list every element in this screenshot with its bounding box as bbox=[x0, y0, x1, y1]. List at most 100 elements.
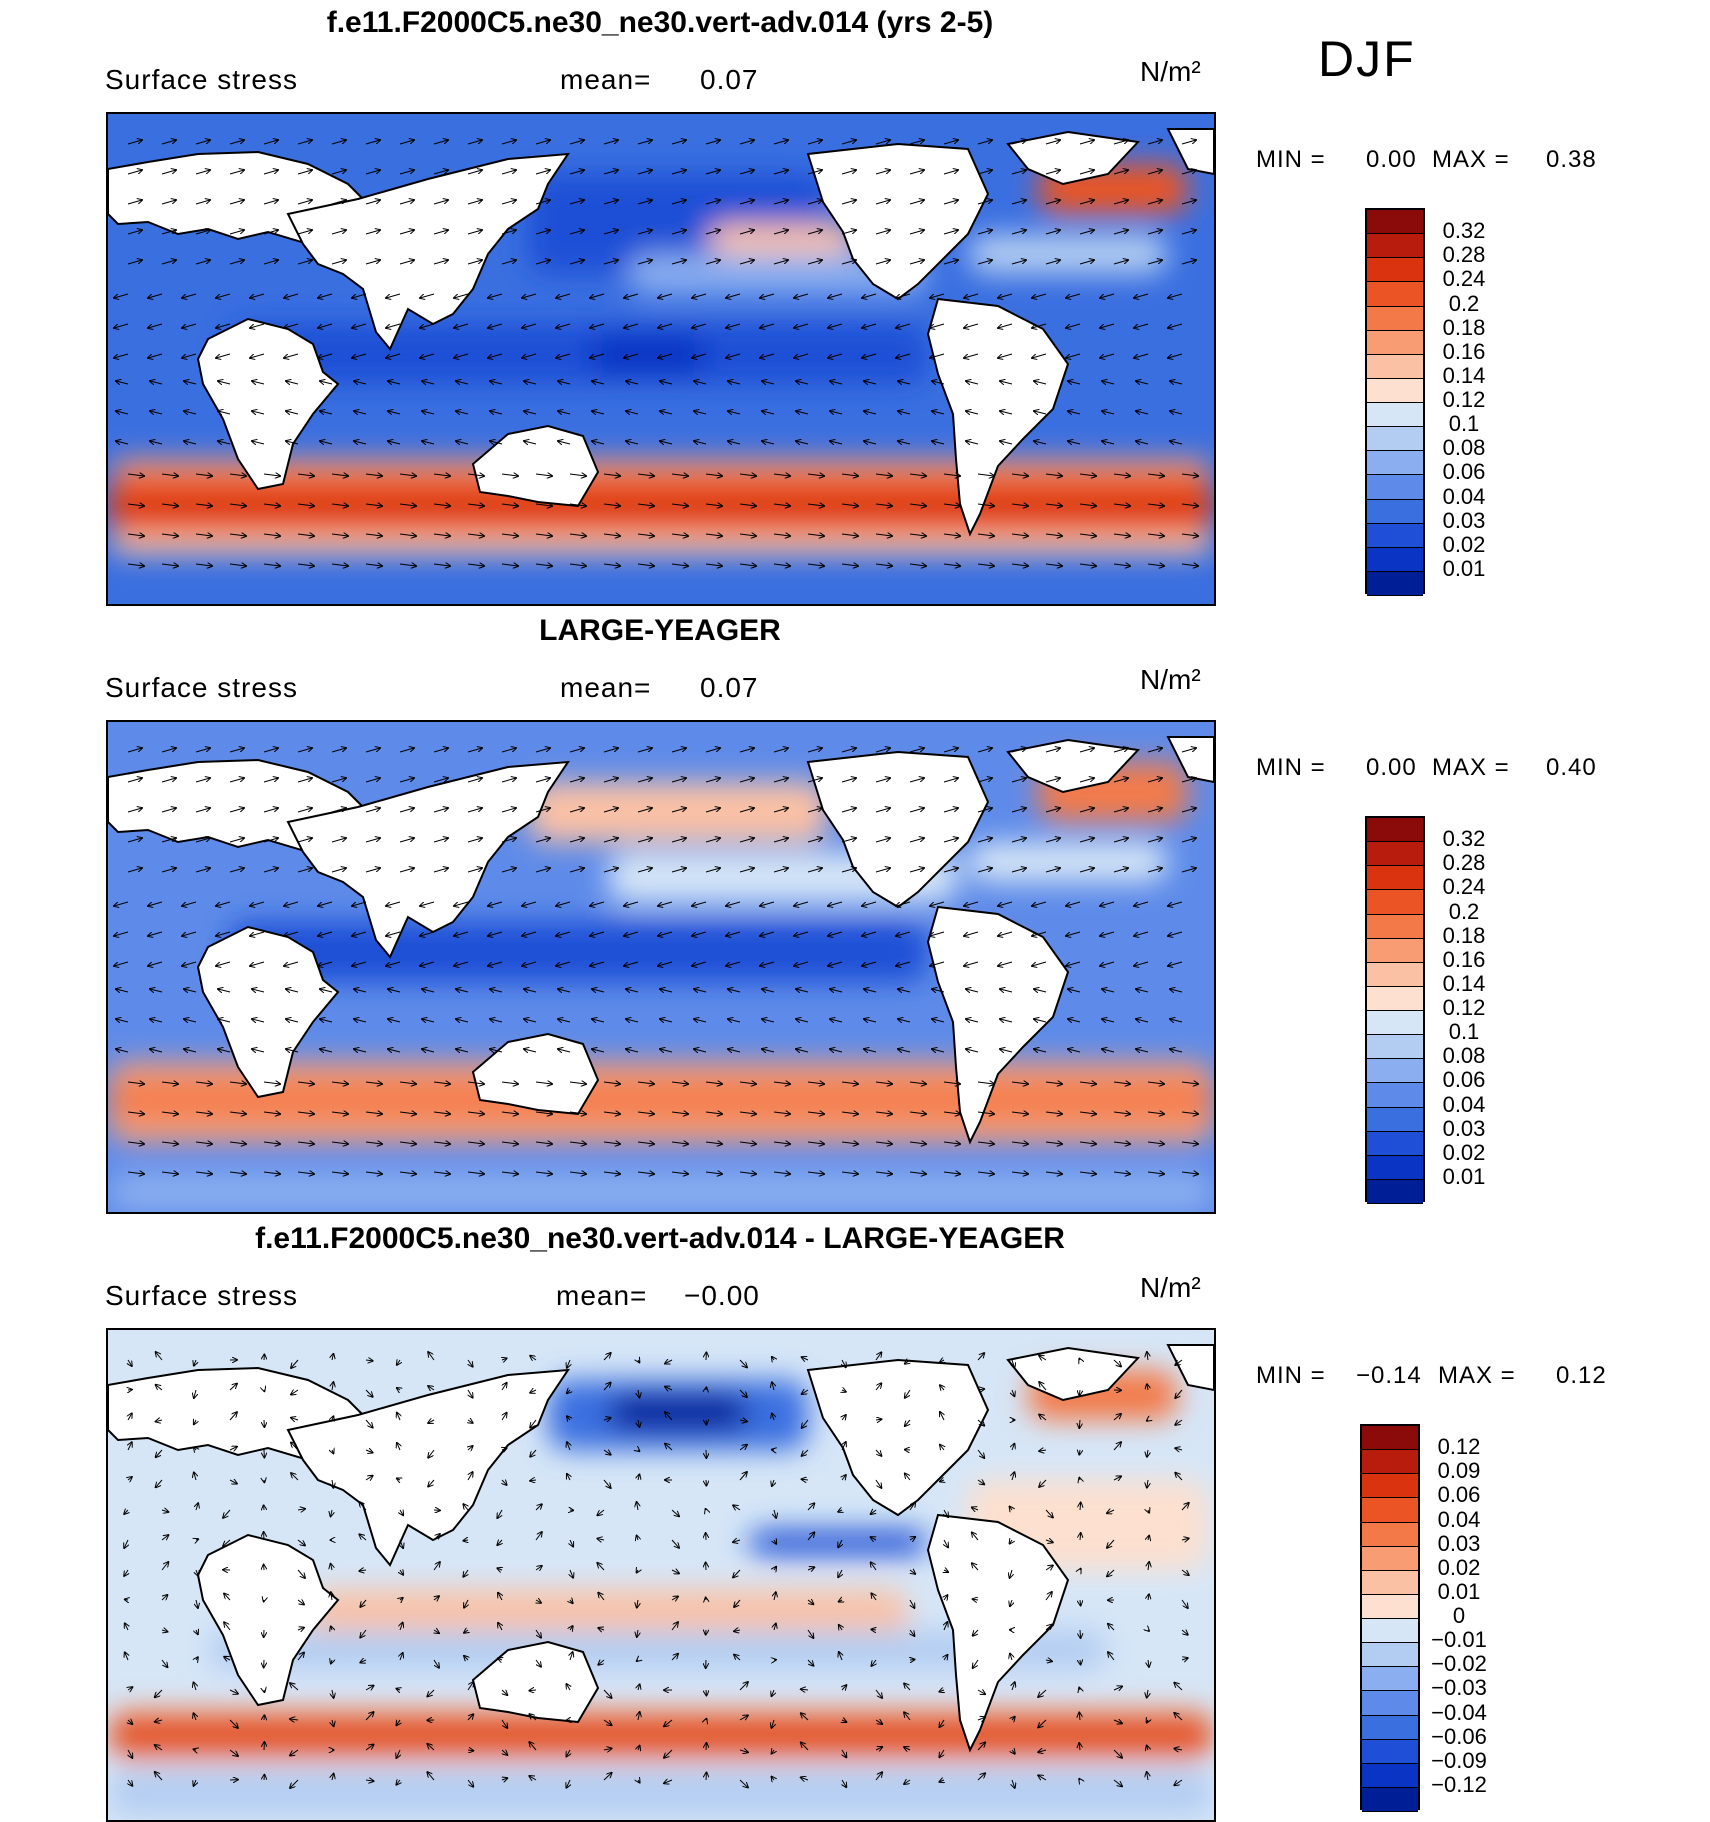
wind-arrow bbox=[964, 294, 978, 298]
wind-arrow bbox=[910, 140, 924, 144]
wind-arrow bbox=[456, 411, 468, 414]
wind-arrow bbox=[1136, 411, 1148, 414]
wind-arrow bbox=[796, 1049, 808, 1052]
wind-arrow bbox=[638, 778, 652, 782]
colorbar-segment bbox=[1367, 1108, 1423, 1132]
wind-arrow bbox=[864, 989, 876, 992]
wind-arrow bbox=[1134, 932, 1148, 936]
wind-arrow bbox=[1080, 1600, 1081, 1605]
wind-arrow bbox=[1046, 838, 1060, 842]
panel-1-title: f.e11.F2000C5.ne30_ne30.vert-adv.014 (yr… bbox=[327, 6, 994, 40]
colorbar-segment bbox=[1367, 307, 1423, 331]
colorbar-segment bbox=[1367, 451, 1423, 475]
colorbar-label: −0.04 bbox=[1424, 1700, 1494, 1726]
wind-arrow bbox=[1068, 1049, 1080, 1052]
wind-arrow bbox=[162, 564, 178, 566]
wind-arrow bbox=[116, 1019, 128, 1022]
wind-arrow bbox=[400, 170, 414, 174]
wind-arrow bbox=[694, 411, 706, 414]
wind-arrow bbox=[196, 748, 210, 752]
wind-arrow bbox=[284, 902, 298, 906]
wind-arrow bbox=[624, 294, 638, 298]
wind-arrow bbox=[1182, 838, 1196, 842]
wind-arrow bbox=[830, 1049, 842, 1052]
wind-arrow bbox=[910, 1570, 915, 1574]
colorbar-segment bbox=[1362, 1643, 1418, 1667]
colorbar-box bbox=[1365, 816, 1425, 1202]
wind-arrow bbox=[556, 902, 570, 906]
wind-arrow bbox=[706, 1142, 722, 1144]
wind-arrow bbox=[162, 748, 176, 752]
wind-arrow bbox=[801, 1689, 808, 1690]
wind-arrow bbox=[944, 1622, 947, 1630]
wind-arrow bbox=[1148, 230, 1162, 234]
wind-arrow bbox=[1102, 381, 1114, 384]
wind-arrow bbox=[637, 1502, 638, 1510]
wind-arrow bbox=[320, 411, 332, 414]
wind-arrow bbox=[1170, 1019, 1182, 1022]
colorbar-segment bbox=[1367, 1156, 1423, 1180]
wind-arrow bbox=[1114, 230, 1128, 234]
colorbar-segment bbox=[1367, 963, 1423, 987]
wind-arrow bbox=[1168, 294, 1182, 298]
wind-arrow bbox=[944, 748, 958, 752]
wind-arrow bbox=[456, 441, 468, 444]
panel-2-mean-value: 0.07 bbox=[700, 672, 759, 704]
wind-arrow bbox=[331, 1510, 332, 1516]
wind-arrow bbox=[762, 989, 774, 992]
panel-3-max-value: 0.12 bbox=[1556, 1362, 1607, 1390]
panel-3-mean-value: −0.00 bbox=[684, 1280, 760, 1312]
colorbar-segment bbox=[1367, 890, 1423, 914]
wind-arrow bbox=[400, 778, 414, 782]
wind-arrow bbox=[876, 1419, 881, 1420]
wind-arrow bbox=[1100, 932, 1114, 936]
wind-arrow bbox=[570, 564, 586, 566]
wind-arrow bbox=[638, 1360, 639, 1362]
wind-arrow bbox=[1168, 962, 1182, 966]
wind-arrow bbox=[298, 1142, 314, 1144]
wind-arrow bbox=[155, 1690, 162, 1697]
wind-arrow bbox=[116, 441, 128, 444]
wind-arrow bbox=[497, 1510, 502, 1518]
colorbar-label: −0.06 bbox=[1424, 1724, 1494, 1750]
wind-arrow bbox=[388, 411, 400, 414]
wind-arrow bbox=[162, 140, 176, 144]
wind-arrow bbox=[592, 441, 604, 444]
wind-arrow bbox=[428, 1386, 434, 1390]
wind-arrow bbox=[592, 1049, 604, 1052]
wind-arrow bbox=[978, 1450, 984, 1458]
wind-arrow bbox=[1170, 441, 1182, 444]
wind-arrow bbox=[876, 748, 890, 752]
wind-arrow bbox=[978, 564, 994, 566]
wind-arrow bbox=[604, 1480, 611, 1488]
wind-arrow bbox=[1066, 354, 1080, 358]
wind-arrow bbox=[876, 1690, 882, 1698]
wind-arrow bbox=[808, 1142, 824, 1144]
wind-arrow bbox=[1147, 1690, 1148, 1698]
wind-arrow bbox=[162, 260, 176, 264]
wind-arrow bbox=[876, 564, 892, 566]
panel-2-title: LARGE-YEAGER bbox=[539, 614, 781, 648]
field-region bbox=[608, 1395, 748, 1430]
wind-arrow bbox=[1182, 260, 1196, 264]
wind-arrow bbox=[366, 1360, 373, 1361]
colorbar-label: −0.01 bbox=[1424, 1627, 1494, 1653]
wind-arrow bbox=[1182, 868, 1196, 872]
wind-arrow bbox=[332, 170, 346, 174]
wind-arrow bbox=[762, 1049, 774, 1052]
wind-arrow bbox=[264, 140, 278, 144]
wind-arrow bbox=[774, 140, 788, 144]
colorbar-label: 0.04 bbox=[1429, 1092, 1499, 1118]
panel-1-variable: Surface stress bbox=[105, 64, 298, 96]
panel-3-max-label: MAX = bbox=[1438, 1362, 1516, 1390]
colorbar-label: 0.28 bbox=[1429, 850, 1499, 876]
colorbar-segment bbox=[1367, 403, 1423, 427]
colorbar-label: 0.02 bbox=[1429, 532, 1499, 558]
wind-arrow bbox=[184, 1049, 196, 1052]
wind-arrow bbox=[150, 411, 162, 414]
wind-arrow bbox=[128, 838, 142, 842]
wind-arrow bbox=[898, 1049, 910, 1052]
wind-arrow bbox=[638, 748, 652, 752]
wind-arrow bbox=[590, 294, 604, 298]
wind-arrow bbox=[230, 260, 244, 264]
